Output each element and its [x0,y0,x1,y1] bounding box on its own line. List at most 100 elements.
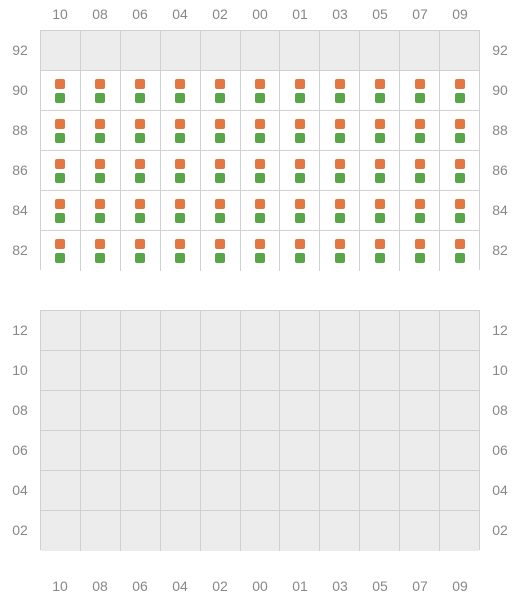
row-label: 02 [480,510,520,550]
grid-cell [81,111,121,150]
grid-cell [81,31,121,70]
column-label: 09 [440,6,480,22]
grid-cell [360,431,400,470]
marker-top [95,119,105,129]
column-label: 08 [80,6,120,22]
marker-bottom [375,93,385,103]
marker-top [175,79,185,89]
lower-row-labels-right: 121008060402 [480,310,520,550]
grid-cell [41,311,81,350]
grid-cell [280,71,320,110]
grid-row [41,231,479,271]
grid-row [41,191,479,231]
grid-cell [121,311,161,350]
grid-cell [241,231,281,271]
column-label: 01 [280,578,320,594]
marker-top [295,79,305,89]
row-label: 82 [0,230,40,270]
row-label: 90 [0,70,40,110]
grid-cell [440,231,479,271]
marker-bottom [375,173,385,183]
grid-cell [201,471,241,510]
row-label: 06 [480,430,520,470]
marker-top [135,79,145,89]
marker-top [415,159,425,169]
grid-cell [41,511,81,551]
marker-top [375,159,385,169]
grid-cell [400,351,440,390]
marker-bottom [175,173,185,183]
grid-cell [320,111,360,150]
marker-top [255,239,265,249]
grid-cell [440,111,479,150]
grid-cell [280,191,320,230]
grid-cell [201,111,241,150]
marker-top [135,199,145,209]
marker-bottom [295,173,305,183]
row-label: 12 [0,310,40,350]
marker-top [375,239,385,249]
grid-cell [161,151,201,190]
marker-top [55,159,65,169]
marker-top [455,119,465,129]
marker-bottom [135,93,145,103]
marker-top [135,239,145,249]
grid-cell [400,151,440,190]
marker-bottom [135,253,145,263]
grid-cell [440,311,479,350]
marker-bottom [55,213,65,223]
grid-cell [280,351,320,390]
marker-top [375,199,385,209]
grid-cell [241,471,281,510]
grid-cell [41,191,81,230]
grid-cell [201,31,241,70]
column-label: 10 [40,6,80,22]
marker-bottom [215,93,225,103]
row-label: 92 [480,30,520,70]
upper-grid [40,30,480,270]
grid-cell [41,31,81,70]
grid-row [41,31,479,71]
marker-top [175,199,185,209]
row-label: 04 [480,470,520,510]
marker-bottom [455,133,465,143]
grid-cell [400,511,440,551]
column-label: 05 [360,578,400,594]
upper-row-labels-left: 929088868482 [0,30,40,270]
marker-top [295,239,305,249]
marker-bottom [95,173,105,183]
marker-top [455,159,465,169]
grid-cell [161,311,201,350]
grid-cell [161,351,201,390]
grid-cell [121,71,161,110]
grid-cell [280,231,320,271]
marker-top [215,119,225,129]
grid-cell [440,151,479,190]
grid-cell [41,391,81,430]
marker-top [295,119,305,129]
row-label: 82 [480,230,520,270]
column-label: 07 [400,578,440,594]
row-label: 84 [0,190,40,230]
grid-cell [81,71,121,110]
grid-cell [440,511,479,551]
marker-bottom [215,253,225,263]
column-label: 03 [320,6,360,22]
row-label: 90 [480,70,520,110]
marker-top [255,79,265,89]
grid-cell [41,471,81,510]
grid-cell [280,511,320,551]
marker-bottom [375,213,385,223]
grid-cell [320,471,360,510]
marker-bottom [415,173,425,183]
marker-bottom [55,93,65,103]
grid-cell [41,111,81,150]
lower-row-labels-left: 121008060402 [0,310,40,550]
row-label: 86 [480,150,520,190]
grid-cell [241,151,281,190]
grid-cell [201,191,241,230]
column-label: 02 [200,578,240,594]
grid-cell [41,231,81,271]
grid-cell [320,311,360,350]
grid-cell [241,391,281,430]
